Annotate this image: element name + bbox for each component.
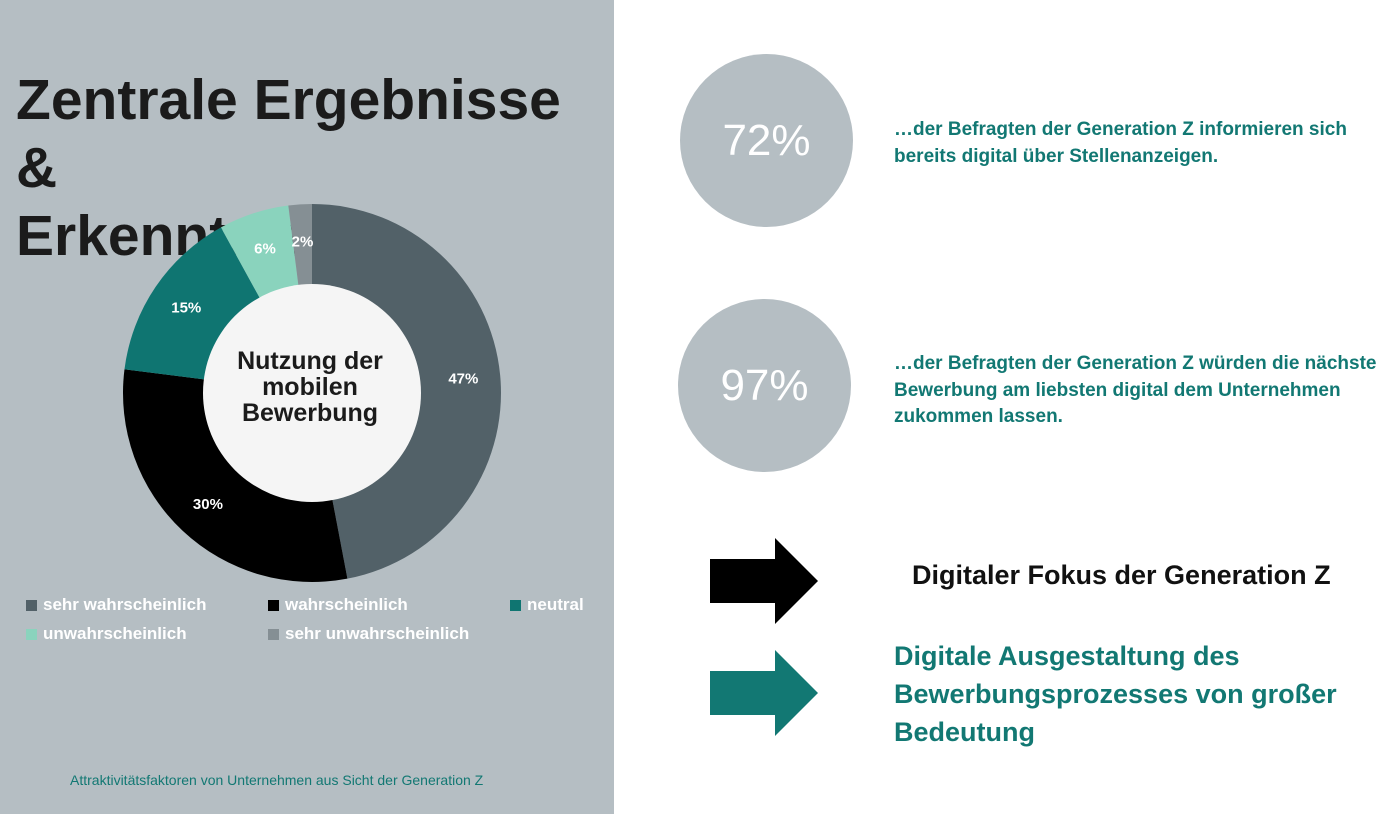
legend-label: sehr unwahrscheinlich <box>285 624 470 643</box>
conclusion-1: Digitaler Fokus der Generation Z <box>912 560 1331 590</box>
footer-caption: Attraktivitätsfaktoren von Unternehmen a… <box>70 772 484 788</box>
stat-value-1: 72% <box>722 115 811 165</box>
legend-swatch <box>26 628 37 640</box>
stat-circle-1: 72% <box>680 54 853 227</box>
donut-hole <box>203 284 421 502</box>
legend-label: neutral <box>527 595 584 614</box>
legend-swatch <box>26 599 37 611</box>
stat-circle-2: 97% <box>678 299 851 472</box>
legend-label: wahrscheinlich <box>285 595 408 614</box>
stat-text-1: …der Befragten der Generation Z informie… <box>894 117 1394 170</box>
donut-center-label: Nutzung der mobilen Bewerbung <box>212 348 408 426</box>
chart-legend: sehr wahrscheinlich wahrscheinlich neutr… <box>26 595 606 655</box>
legend-swatch <box>268 628 279 640</box>
legend-swatch <box>510 599 521 611</box>
legend-item-sehr-wahrscheinlich: sehr wahrscheinlich <box>26 595 206 615</box>
conclusion-2-line-1: Digitale Ausgestaltung des <box>894 641 1240 671</box>
center-label-line-2: mobilen <box>262 373 358 401</box>
center-label-line-1: Nutzung der <box>237 347 383 375</box>
slice-value-label: 2% <box>292 233 314 250</box>
center-label-line-3: Bewerbung <box>241 399 379 427</box>
stat-text-1-line-1: …der Befragten der Generation Z informie… <box>894 119 1347 140</box>
stat-text-2: …der Befragten der Generation Z würden d… <box>894 351 1394 431</box>
legend-label: sehr wahrscheinlich <box>43 595 207 614</box>
legend-item-unwahrscheinlich: unwahrscheinlich <box>26 624 187 644</box>
stat-text-2-line-1: …der Befragten der Generation Z würden d… <box>894 353 1377 374</box>
legend-item-sehr-unwahrscheinlich: sehr unwahrscheinlich <box>268 624 469 644</box>
conclusion-2-line-3: Bedeutung <box>894 717 1035 747</box>
stat-text-2-line-3: zukommen lassen. <box>894 406 1063 427</box>
legend-label: unwahrscheinlich <box>43 624 187 643</box>
conclusion-2: Digitale Ausgestaltung des Bewerbungspro… <box>894 637 1337 751</box>
arrow-right-icon <box>710 538 818 624</box>
stat-text-1-line-2: bereits digital über Stellenanzeigen. <box>894 145 1219 167</box>
legend-item-wahrscheinlich: wahrscheinlich <box>268 595 408 615</box>
slice-value-label: 47% <box>448 371 478 388</box>
arrow-right-icon <box>710 650 818 736</box>
slice-value-label: 30% <box>193 496 223 513</box>
slide-title-line-1: Zentrale Ergebnisse & <box>16 68 561 200</box>
stat-text-2-line-2: Bewerbung am liebsten digital dem Untern… <box>894 379 1341 401</box>
stat-value-2: 97% <box>720 360 809 410</box>
donut-chart: 47% 30% 15% 6% 2% <box>122 204 501 582</box>
slice-value-label: 6% <box>254 240 276 257</box>
conclusion-2-line-2: Bewerbungsprozesses von großer <box>894 679 1337 709</box>
legend-item-neutral: neutral <box>510 595 584 615</box>
slice-value-label: 15% <box>171 300 201 317</box>
legend-swatch <box>268 599 279 611</box>
